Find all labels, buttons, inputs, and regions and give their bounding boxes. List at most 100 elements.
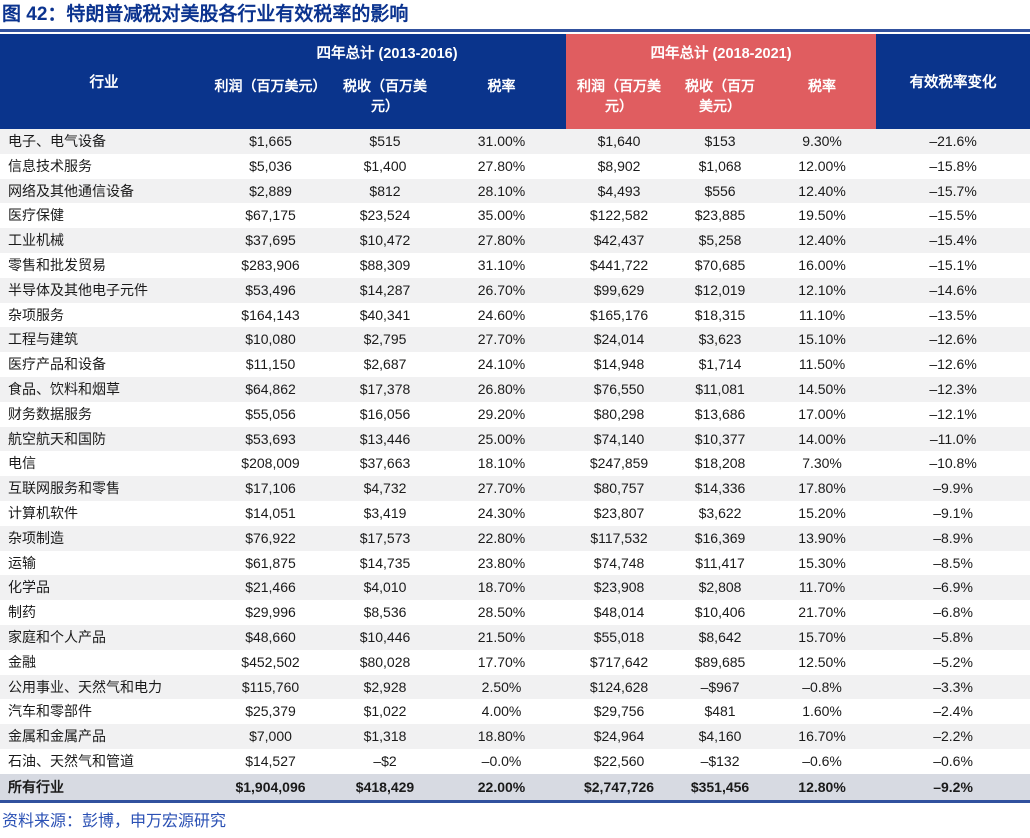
table-row: 石油、天然气和管道 $14,527 –$2 –0.0% $22,560 –$132 –0.6… [0,748,1030,774]
value-cell: $8,642 [698,628,742,645]
industry-cell: 电子、电气设备 [8,133,106,149]
value-cell: $165,176 [589,306,649,323]
value-cell: 23.80% [477,554,526,571]
value-cell: 26.80% [477,380,526,397]
industry-column-header: 行业 [0,34,208,129]
table-row: 医疗保健 $67,175 $23,524 35.00% $122,582 $23,885 1… [0,203,1030,229]
table-row: 互联网服务和零售 $17,106 $4,732 27.70% $80,757 $14,33… [0,476,1030,501]
value-cell: $80,757 [593,480,645,497]
table-header: 行业 四年总计 (2013-2016) 四年总计 (2018-2021) 有效税… [0,34,1030,129]
value-cell: $247,859 [589,455,649,472]
effective-tax-rate-table: 行业 四年总计 (2013-2016) 四年总计 (2018-2021) 有效税… [0,34,1030,800]
value-cell: –15.5% [929,207,977,224]
industry-cell: 金融 [8,653,36,670]
value-cell: 31.10% [477,256,526,273]
value-cell: $53,496 [245,281,296,298]
value-cell: $117,532 [590,529,648,546]
value-cell: $3,622 [698,504,742,521]
table-row: 制药 $29,996 $8,536 28.50% $48,014 $10,406 21.70… [0,600,1030,625]
value-cell: –14.6% [929,281,977,298]
value-cell: –6.9% [933,579,973,596]
value-cell: 24.10% [477,356,526,373]
value-cell: –21.6% [929,133,977,149]
value-cell: $1,318 [363,728,407,745]
value-cell: $2,808 [698,579,742,596]
value-cell: –0.6% [802,752,842,769]
table-row: 财务数据服务 $55,056 $16,056 29.20% $80,298 $13,686… [0,401,1030,427]
value-cell: –$132 [700,752,740,769]
value-cell: –15.8% [929,157,977,174]
source-note: 资料来源：彭博，申万宏源研究 [2,812,227,830]
value-cell: 18.80% [477,728,526,745]
value-cell: $10,406 [694,604,746,621]
value-cell: $1,022 [363,703,407,720]
value-cell: $717,642 [589,653,649,670]
value-cell: 24.60% [477,306,526,323]
title-rule [0,29,1030,32]
value-cell: 7.30% [802,455,842,472]
industry-cell: 工业机械 [8,232,64,249]
value-cell: $5,036 [249,157,292,174]
value-cell: 27.70% [477,331,526,348]
value-cell: –12.1% [929,405,977,422]
value-cell: 27.80% [477,232,526,249]
value-cell: $37,695 [245,232,296,249]
value-cell: $40,341 [359,306,411,323]
value-cell: –5.2% [933,653,973,670]
value-cell: $23,908 [593,579,645,596]
value-cell: –6.8% [933,604,973,621]
value-cell: –13.5% [929,306,977,323]
profit-2013-2016-header: 利润（百万美元） [208,70,333,129]
value-cell: $18,208 [694,455,746,472]
value-cell: $61,875 [245,554,296,571]
value-cell: $1,640 [597,133,641,149]
value-cell: $13,686 [694,405,746,422]
value-cell: –9.9% [933,480,973,497]
group-2013-2016-header: 四年总计 (2013-2016) [208,34,567,70]
value-cell: 12.40% [798,232,846,249]
table-row: 运输 $61,875 $14,735 23.80% $74,748 $11,417 15.3… [0,550,1030,576]
value-cell: –0.0% [481,752,522,769]
value-cell: $812 [369,182,401,199]
value-cell: 15.70% [798,628,846,645]
value-cell: $2,928 [363,678,407,695]
industry-cell: 财务数据服务 [8,405,92,422]
value-cell: $17,106 [245,480,296,497]
value-cell: $283,906 [241,256,300,273]
value-cell: 18.10% [477,455,526,472]
tax-2013-2016-header: 税收（百万美元） [333,70,437,129]
value-cell: 16.00% [798,256,846,273]
value-cell: –15.4% [929,232,977,249]
value-cell: $115,760 [241,678,300,695]
value-cell: $29,996 [245,604,296,621]
value-cell: $22,560 [593,752,645,769]
value-cell: $8,536 [363,604,407,621]
value-cell: $48,660 [245,628,296,645]
value-cell: –11.0% [929,430,977,447]
value-cell: $55,056 [245,405,296,422]
value-cell: $18,315 [694,306,746,323]
value-cell: 17.70% [477,653,526,670]
value-cell: –5.8% [933,628,973,645]
value-cell: $11,150 [245,356,296,373]
industry-cell: 网络及其他通信设备 [8,182,134,199]
value-cell: $42,437 [593,232,645,249]
value-cell: 31.00% [477,133,526,149]
value-cell: $1,714 [698,356,742,373]
value-cell: $10,472 [359,232,411,249]
table-row: 化学品 $21,466 $4,010 18.70% $23,908 $2,808 11.70… [0,575,1030,601]
value-cell: $441,722 [589,256,649,273]
industry-cell: 所有行业 [0,773,208,800]
value-cell: 11.70% [798,579,846,596]
value-cell: –10.8% [929,455,977,472]
value-cell: $1,400 [363,157,407,174]
value-cell: $16,056 [359,405,411,422]
value-cell: $55,018 [593,628,645,645]
value-cell: $16,369 [694,529,746,546]
table-row: 杂项服务 $164,143 $40,341 24.60% $165,176 $18,315… [0,302,1030,328]
value-cell: 15.20% [798,504,846,521]
value-cell: 29.20% [477,405,526,422]
value-cell: $24,964 [593,728,645,745]
table-row: 金融 $452,502 $80,028 17.70% $717,642 $89,685 12… [0,649,1030,675]
